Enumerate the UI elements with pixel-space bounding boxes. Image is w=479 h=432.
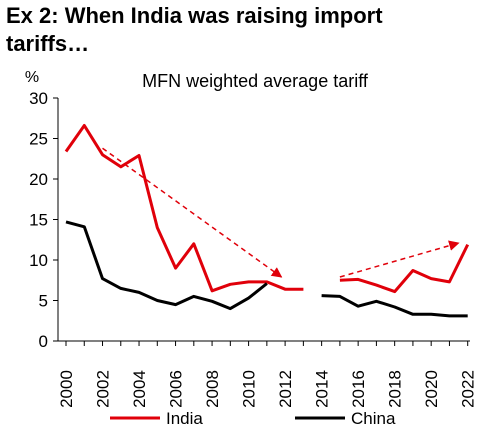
x-tick-label: 2012 <box>276 370 295 408</box>
legend-china-label: China <box>351 409 396 428</box>
chart-title: Ex 2: When India was raising import tari… <box>6 3 383 56</box>
y-tick-label: 20 <box>29 170 48 189</box>
y-tick-label: 10 <box>29 251 48 270</box>
trend-arrow-1 <box>102 147 283 278</box>
x-tick-label: 2016 <box>349 370 368 408</box>
trend-arrow-2 <box>339 240 460 278</box>
x-tick-label: 2008 <box>203 370 222 408</box>
china-series-line-segment-2 <box>321 294 468 318</box>
x-tick-label: 2018 <box>386 370 405 408</box>
x-tick-label: 2020 <box>422 370 441 408</box>
india-series-line-segment-2 <box>339 243 470 294</box>
y-tick-label: 25 <box>29 130 48 149</box>
legend: India China <box>110 409 396 428</box>
annotation-layer <box>102 147 460 278</box>
y-tick-label: 5 <box>39 292 48 311</box>
x-tick-label: 2022 <box>459 370 478 408</box>
y-tick-label: 0 <box>39 332 48 351</box>
axes: 0 5 10 15 20 25 30 2000 2002 2004 2006 2008 2010 2012… <box>29 89 478 408</box>
chart-subtitle: MFN weighted average tariff <box>142 71 369 91</box>
x-tick-label: 2004 <box>130 370 149 408</box>
y-tick-label: 15 <box>29 211 48 230</box>
x-tick-label: 2000 <box>57 370 76 408</box>
y-axis-unit-label: % <box>25 69 39 86</box>
legend-india-label: India <box>166 409 203 428</box>
china-series-line-segment-1 <box>65 220 268 311</box>
x-tick-label: 2002 <box>94 370 113 408</box>
x-tick-label: 2014 <box>313 370 332 408</box>
y-tick-label: 30 <box>29 89 48 108</box>
india-series-line-segment-1 <box>64 124 304 293</box>
x-tick-label: 2006 <box>167 370 186 408</box>
x-tick-label: 2010 <box>240 370 259 408</box>
series-layer <box>64 124 470 318</box>
